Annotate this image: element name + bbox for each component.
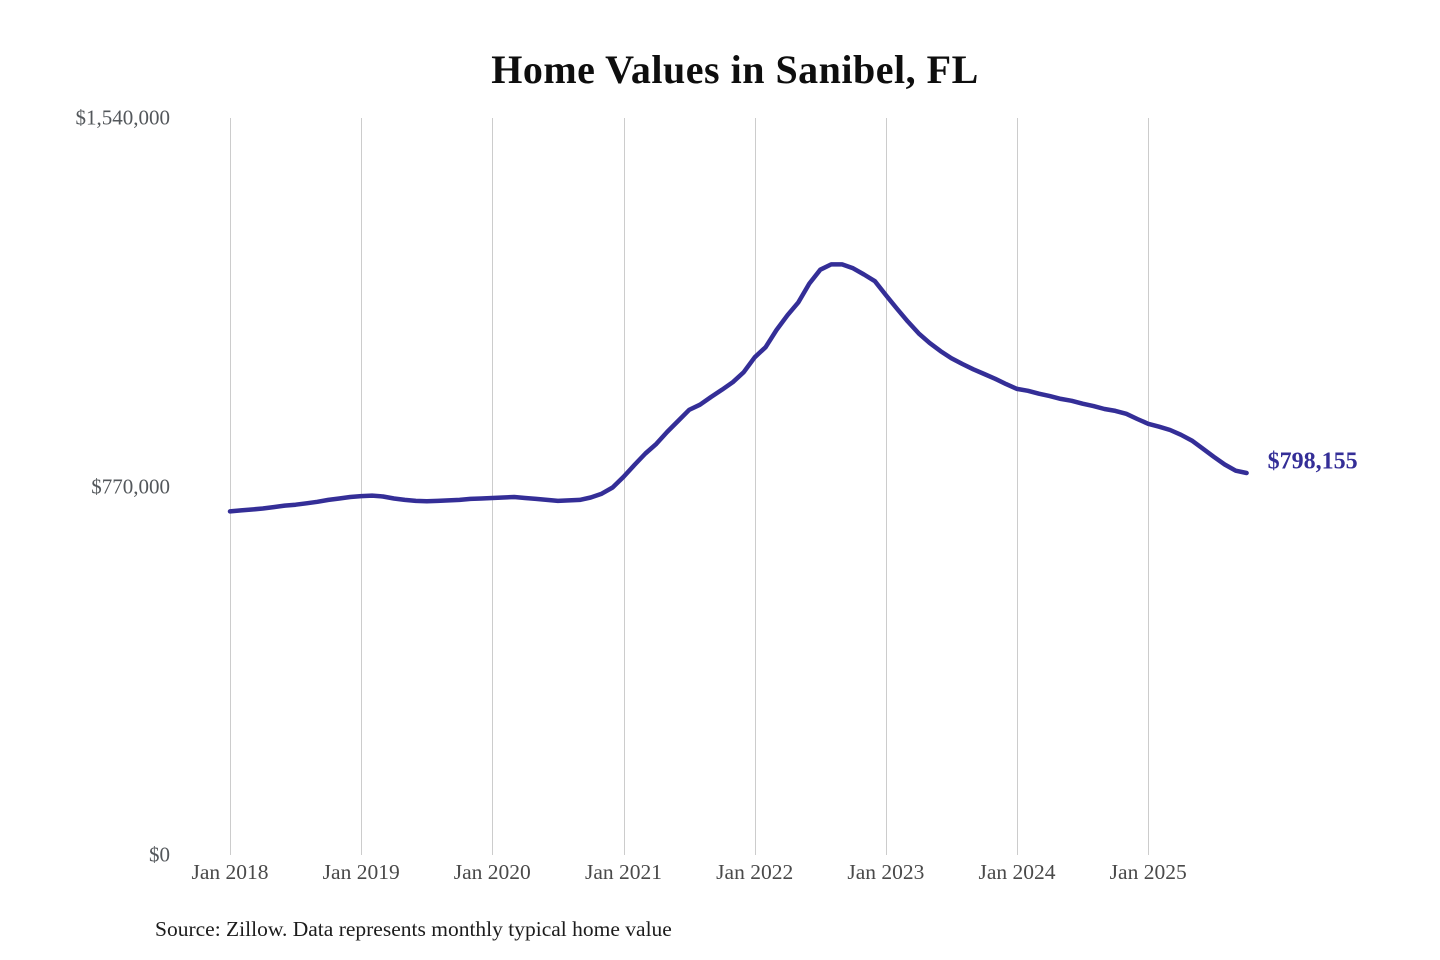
- year-gridline: [1148, 118, 1150, 855]
- y-axis-tick-label-zero: $0: [149, 842, 170, 867]
- x-axis-tick-label: Jan 2020: [453, 860, 531, 884]
- x-axis-tick-label: Jan 2021: [584, 860, 663, 884]
- year-gridline: [623, 118, 625, 855]
- home-value-line: [227, 262, 1249, 514]
- x-axis-tick-label: Jan 2025: [1109, 860, 1187, 884]
- y-axis-tick-label-mid: $770,000: [91, 474, 170, 498]
- x-axis-tick-label: Jan 2023: [847, 860, 925, 884]
- year-gridline: [885, 118, 887, 855]
- chart-title: Home Values in Sanibel, FL: [491, 47, 979, 92]
- y-axis-tick-label-top: $1,540,000: [75, 105, 171, 130]
- x-axis-tick-label: Jan 2019: [322, 860, 400, 884]
- x-axis-tick-label: Jan 2024: [978, 860, 1056, 884]
- year-gridline: [754, 118, 756, 855]
- year-gridline: [361, 118, 363, 855]
- year-gridline: [492, 118, 494, 855]
- source-note: Source: Zillow. Data represents monthly …: [155, 917, 672, 941]
- latest-value-annotation: $798,155: [1267, 448, 1358, 475]
- year-gridline: [230, 118, 231, 855]
- x-axis-tick-label: Jan 2018: [191, 860, 269, 884]
- x-axis-tick-label: Jan 2022: [716, 860, 794, 884]
- year-gridline: [1017, 118, 1018, 855]
